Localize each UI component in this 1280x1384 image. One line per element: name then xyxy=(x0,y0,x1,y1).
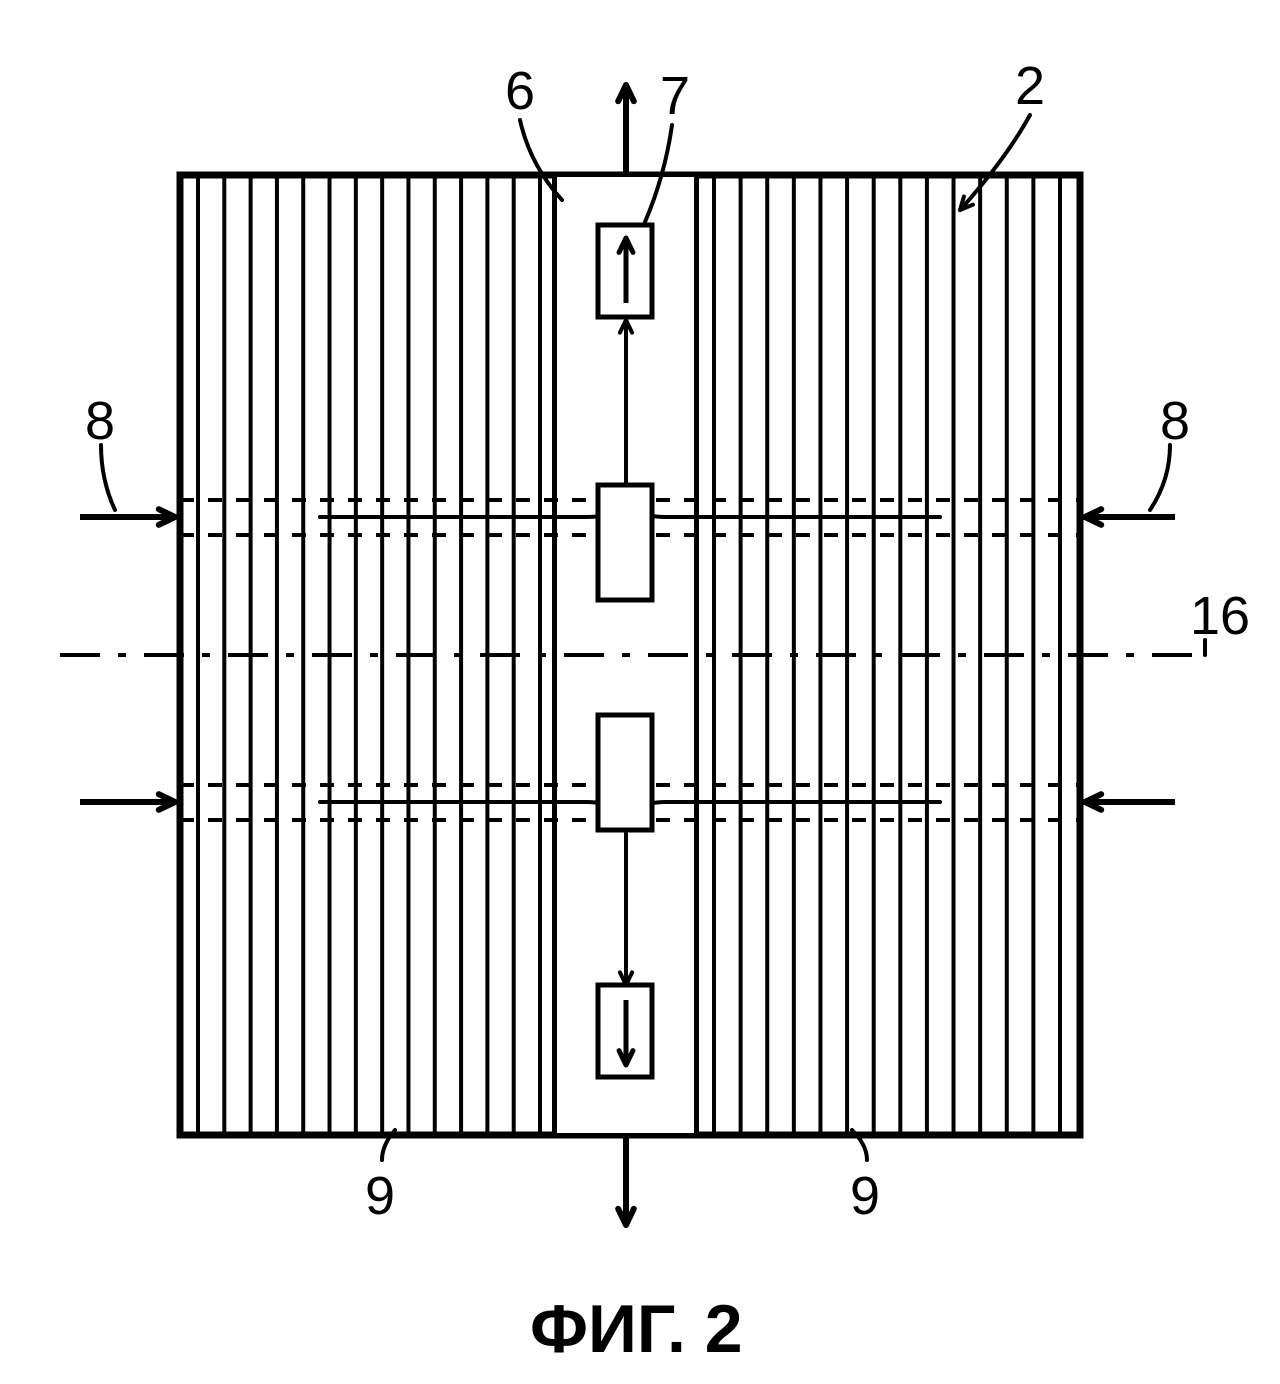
ref-label-2: 2 xyxy=(1015,55,1045,117)
ref-label-9R: 9 xyxy=(850,1165,880,1227)
ref-label-8L: 8 xyxy=(85,390,115,452)
ref-label-6: 6 xyxy=(505,60,535,122)
figure-stage: 2 6 7 8 8 16 9 9 ФИГ. 2 xyxy=(0,0,1280,1384)
ref-label-8R: 8 xyxy=(1160,390,1190,452)
ref-label-9L: 9 xyxy=(365,1165,395,1227)
figure-caption: ФИГ. 2 xyxy=(530,1290,743,1368)
ref-label-16: 16 xyxy=(1190,585,1250,647)
diagram-svg xyxy=(0,0,1280,1384)
ref-label-7: 7 xyxy=(660,65,690,127)
